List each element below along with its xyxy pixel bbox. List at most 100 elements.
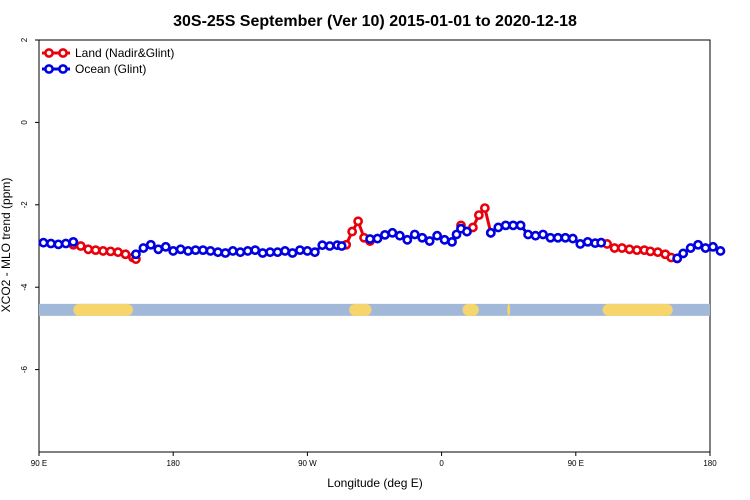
data-point <box>83 244 94 255</box>
data-point <box>632 245 642 256</box>
data-point <box>145 239 156 250</box>
data-point <box>153 244 164 255</box>
data-point <box>560 232 571 243</box>
data-point <box>131 249 141 260</box>
x-tick-label: 180 <box>703 459 717 468</box>
data-point <box>272 247 283 258</box>
data-point <box>235 247 246 258</box>
data-point <box>287 248 298 258</box>
data-point <box>672 253 683 264</box>
data-point <box>693 239 703 250</box>
y-axis-label: XCO2 - MLO trend (ppm) <box>0 178 13 313</box>
data-point <box>493 222 504 233</box>
land-strip-segment <box>73 303 133 316</box>
data-point <box>220 248 231 258</box>
data-point <box>317 240 328 251</box>
data-point <box>700 243 711 253</box>
data-point <box>265 247 276 258</box>
legend-marker <box>44 64 54 74</box>
data-point <box>75 241 86 251</box>
data-point <box>205 246 216 256</box>
plot-area: 90 E 180 90 W 0 90 E 180 2 0 -2 -4 -6 <box>20 37 726 468</box>
y-tick-label: 0 <box>20 120 29 125</box>
data-point <box>538 229 548 240</box>
y-tick-label: -4 <box>20 283 29 291</box>
data-point <box>302 246 313 256</box>
data-point <box>280 246 290 256</box>
data-point <box>485 227 496 238</box>
data-point <box>473 210 484 220</box>
data-point <box>530 230 541 241</box>
legend-marker <box>58 64 68 74</box>
data-point <box>336 241 347 251</box>
data-point <box>715 246 726 256</box>
data-point <box>138 243 149 253</box>
x-axis: 90 E 180 90 W 0 90 E 180 <box>31 452 717 468</box>
y-tick-label: -6 <box>20 365 29 373</box>
data-point <box>609 243 620 253</box>
data-point <box>417 232 428 243</box>
ocean-strip <box>39 303 710 316</box>
x-tick-label: 90 W <box>298 459 317 468</box>
data-point <box>347 226 358 237</box>
series-ocean <box>38 220 726 264</box>
data-point <box>462 226 472 237</box>
data-point <box>645 246 656 257</box>
data-point <box>439 234 450 245</box>
legend-label: Land (Nadir&Glint) <box>75 46 174 60</box>
legend: Land (Nadir&Glint) Ocean (Glint) <box>42 46 174 76</box>
legend-marker <box>44 48 54 58</box>
legend-label: Ocean (Glint) <box>75 62 146 76</box>
data-point <box>160 241 171 252</box>
data-point <box>708 241 718 252</box>
data-point <box>575 239 586 249</box>
data-point <box>553 232 563 243</box>
data-point <box>387 227 398 238</box>
data-point <box>596 237 607 248</box>
series-land <box>68 203 683 265</box>
data-point <box>213 247 223 258</box>
land-strip-segment <box>602 303 673 316</box>
data-point <box>38 237 49 248</box>
land-strip-segment <box>507 303 511 316</box>
legend-item: Ocean (Glint) <box>42 62 146 76</box>
data-point <box>508 220 519 231</box>
data-point <box>500 220 511 231</box>
series-layer <box>38 203 726 265</box>
chart-title: 30S-25S September (Ver 10) 2015-01-01 to… <box>173 13 577 30</box>
x-tick-label: 90 E <box>31 459 47 468</box>
data-point <box>250 245 261 256</box>
data-point <box>68 236 79 247</box>
data-point <box>685 243 696 253</box>
x-tick-label: 180 <box>167 459 181 468</box>
data-point <box>198 245 208 256</box>
data-point <box>90 245 101 256</box>
data-point <box>242 246 253 256</box>
x-axis-label: Longitude (deg E) <box>327 476 422 490</box>
data-point <box>394 230 405 241</box>
data-point <box>183 246 194 256</box>
surface-strip <box>39 303 710 316</box>
data-point <box>353 216 363 227</box>
data-point <box>678 248 689 259</box>
data-point <box>98 246 109 256</box>
data-point <box>105 246 116 257</box>
data-point <box>582 236 593 247</box>
data-point <box>617 243 627 253</box>
data-point <box>60 238 71 249</box>
data-point <box>432 230 443 241</box>
data-point <box>409 229 420 240</box>
data-point <box>295 245 305 256</box>
y-axis: 2 0 -2 -4 -6 <box>20 37 39 373</box>
data-point <box>53 239 64 250</box>
y-tick-label: -2 <box>20 201 29 209</box>
data-point <box>120 249 131 260</box>
land-strip-segment <box>349 303 372 316</box>
data-point <box>545 232 556 243</box>
data-point <box>227 246 238 256</box>
data-point <box>372 233 383 244</box>
data-point <box>309 247 320 258</box>
data-point <box>402 234 413 245</box>
data-point <box>46 238 56 249</box>
